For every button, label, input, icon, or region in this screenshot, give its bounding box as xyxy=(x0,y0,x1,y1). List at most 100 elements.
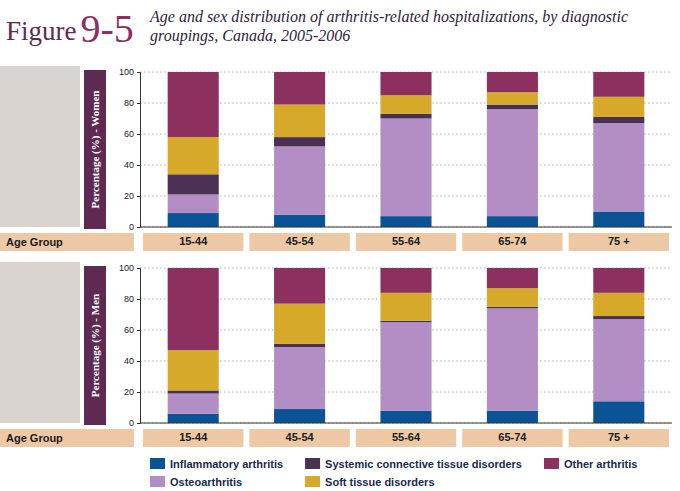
x-axis: 15-4445-5455-6465-7475 + xyxy=(179,431,630,443)
legend-swatch xyxy=(150,458,165,469)
legend-label: Soft tissue disorders xyxy=(325,476,434,488)
category-cell xyxy=(462,429,562,447)
y-tick: 60 xyxy=(124,129,140,139)
figure-title: Age and sex distribution of arthritis-re… xyxy=(149,8,628,45)
legend-swatch xyxy=(305,476,320,487)
bar-segment xyxy=(487,411,538,423)
x-tick: 55-64 xyxy=(392,431,421,443)
x-tick-label: 45-54 xyxy=(286,235,315,247)
y-tick: 100 xyxy=(119,263,140,273)
y-title-band xyxy=(84,266,106,425)
bar-segment xyxy=(487,308,538,410)
legend: Inflammatory arthritis Osteoarthritis Syst… xyxy=(150,458,637,488)
bar-segment xyxy=(168,137,219,174)
legend-swatch xyxy=(150,476,165,487)
bar-segment xyxy=(593,319,644,401)
bar-segment xyxy=(168,268,219,350)
category-cell xyxy=(569,233,669,251)
y-tick-mark xyxy=(137,165,140,166)
grid xyxy=(140,72,672,227)
y-tick: 100 xyxy=(119,67,140,77)
y-axis-title: Percentage (%) - Women xyxy=(89,91,102,209)
y-tick: 0 xyxy=(129,418,140,428)
bar-segment xyxy=(593,72,644,97)
x-tick: 45-54 xyxy=(286,235,315,247)
grid xyxy=(140,268,672,423)
baseline xyxy=(140,227,672,228)
bar-segment xyxy=(593,293,644,316)
bar-segment xyxy=(593,117,644,123)
bar-segment xyxy=(274,105,325,138)
category-cell xyxy=(356,233,456,251)
category-cell xyxy=(143,429,243,447)
figure-label: Figure xyxy=(6,16,77,46)
category-cell xyxy=(143,233,243,251)
category-cell xyxy=(249,233,349,251)
y-tick-label: 60 xyxy=(124,129,134,139)
bar-segment xyxy=(168,194,219,213)
y-tick-mark xyxy=(137,72,140,73)
bar-segment xyxy=(168,350,219,390)
y-tick-mark xyxy=(137,299,140,300)
x-tick: 55-64 xyxy=(392,235,421,247)
y-axis-line xyxy=(137,73,141,228)
bar-segment xyxy=(168,213,219,227)
bar-segment xyxy=(487,92,538,104)
y-tick-label: 60 xyxy=(124,325,134,335)
legend-item: Systemic connective tissue disorders xyxy=(305,458,522,470)
y-tick-mark xyxy=(137,330,140,331)
y-tick-label: 80 xyxy=(124,98,134,108)
bar-segment xyxy=(168,414,219,423)
category-row: Age Group xyxy=(0,233,669,251)
y-tick: 40 xyxy=(124,356,140,366)
grid-line xyxy=(140,227,672,228)
x-tick-label: 55-64 xyxy=(392,431,421,443)
y-axis: 0 20 40 60 80 100 xyxy=(119,263,141,428)
legend-label: Systemic connective tissue disorders xyxy=(325,458,522,470)
y-tick: 20 xyxy=(124,191,140,201)
y-tick-mark xyxy=(137,103,140,104)
bar-segment xyxy=(380,119,431,217)
bar-segment xyxy=(593,268,644,293)
bar-segment xyxy=(380,114,431,119)
bar-segment xyxy=(274,137,325,146)
category-row: Age Group xyxy=(0,429,669,447)
y-tick-label: 20 xyxy=(124,191,134,201)
legend-item: Inflammatory arthritis xyxy=(150,458,283,470)
bars xyxy=(168,268,645,423)
bar-segment xyxy=(487,307,538,309)
bar-segment xyxy=(487,216,538,227)
x-tick-label: 75 + xyxy=(608,431,630,443)
y-tick-mark xyxy=(137,196,140,197)
photo xyxy=(0,262,80,423)
x-axis-title: Age Group xyxy=(6,236,63,248)
legend-label: Osteoarthritis xyxy=(170,476,242,488)
panel-women: Percentage (%) - Women020406080100Age Gr… xyxy=(0,66,672,251)
bar-segment xyxy=(274,344,325,347)
header: Figure9-5 Age and sex distribution of art… xyxy=(6,6,628,51)
bar-segment xyxy=(380,95,431,114)
x-tick-label: 15-44 xyxy=(179,235,208,247)
y-title-band xyxy=(84,70,106,229)
bar-segment xyxy=(380,72,431,95)
bar-segment xyxy=(487,105,538,110)
y-tick-mark xyxy=(137,268,140,269)
figure-number: 9-5 xyxy=(81,6,134,51)
bar-segment xyxy=(593,123,644,211)
bar-segment xyxy=(274,146,325,214)
y-tick-label: 20 xyxy=(124,387,134,397)
legend-label: Other arthritis xyxy=(564,458,637,470)
x-title-cell xyxy=(0,429,134,447)
y-tick: 60 xyxy=(124,325,140,335)
legend-item: Osteoarthritis xyxy=(150,476,242,488)
y-tick-label: 80 xyxy=(124,294,134,304)
bar-segment xyxy=(487,268,538,288)
x-title-cell xyxy=(0,233,134,251)
x-tick-label: 45-54 xyxy=(286,431,315,443)
y-tick-mark xyxy=(137,134,140,135)
y-tick-label: 0 xyxy=(129,418,134,428)
y-tick-label: 0 xyxy=(129,222,134,232)
x-axis: 15-4445-5455-6465-7475 + xyxy=(179,235,630,247)
bar-segment xyxy=(274,409,325,423)
bar-segment xyxy=(274,347,325,409)
